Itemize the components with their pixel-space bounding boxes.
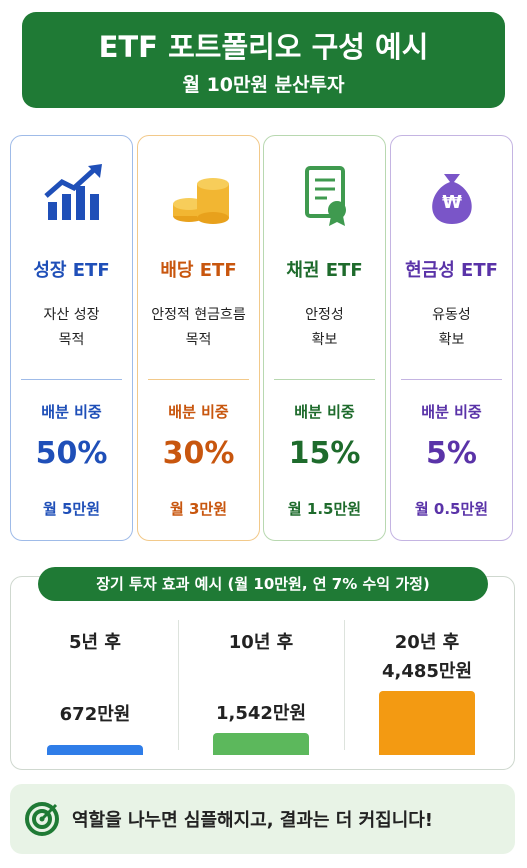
period: 5년 후: [69, 632, 121, 653]
weight-label: 배분 비중: [168, 403, 229, 421]
weight-label: 배분 비중: [421, 403, 482, 421]
etf-name: 배당 ETF: [160, 260, 237, 281]
weight: 30%: [162, 436, 235, 471]
etf-desc: 자산 성장: [43, 307, 100, 323]
period: 20년 후: [394, 632, 460, 653]
monthly: 월 5만원: [42, 500, 101, 518]
etf-name: 현금성 ETF: [405, 260, 498, 281]
monthly: 월 1.5만원: [287, 500, 362, 518]
subtitle: 월 10만원 분산투자: [182, 74, 345, 96]
etf-icon: [173, 178, 229, 224]
etf-desc: 목적: [58, 332, 85, 348]
etf-desc: 안정성: [305, 307, 344, 323]
etf-icon: [44, 164, 102, 220]
target-icon: [25, 802, 59, 836]
etf-desc: 확보: [311, 332, 338, 348]
divider: [274, 379, 375, 380]
amount: 4,485만원: [381, 661, 473, 682]
weight-label: 배분 비중: [294, 403, 355, 421]
etf-desc: 확보: [438, 332, 465, 348]
monthly: 월 3만원: [169, 500, 228, 518]
svg-text:₩: ₩: [442, 192, 462, 213]
header: ETF 포트폴리오 구성 예시 월 10만원 분산투자: [22, 12, 505, 108]
divider: [148, 379, 249, 380]
monthly: 월 0.5만원: [414, 500, 489, 518]
weight-label: 배분 비중: [41, 403, 102, 421]
bar: [213, 732, 309, 755]
etf-desc: 목적: [185, 332, 212, 348]
amount: 1,542만원: [215, 702, 307, 724]
divider: [401, 379, 502, 380]
weight: 50%: [35, 436, 108, 471]
bar: [379, 691, 475, 755]
etf-icon: [305, 166, 346, 226]
column-divider: [178, 620, 179, 750]
etf-desc: 안정적 현금흐름: [151, 307, 246, 323]
period: 10년 후: [228, 632, 294, 653]
weight: 15%: [288, 436, 361, 471]
title: ETF 포트폴리오 구성 예시: [98, 30, 429, 64]
results-title: 장기 투자 효과 예시 (월 10만원, 연 7% 수익 가정): [38, 567, 488, 601]
etf-name: 채권 ETF: [286, 260, 363, 281]
bar: [47, 745, 143, 755]
footer-text: 역할을 나누면 심플해지고, 결과는 더 커집니다!: [72, 810, 434, 831]
column-divider: [344, 620, 345, 750]
amount: 672만원: [59, 704, 131, 725]
divider: [21, 379, 122, 380]
weight: 5%: [426, 436, 477, 471]
etf-icon: ₩: [432, 174, 472, 224]
etf-name: 성장 ETF: [33, 260, 110, 281]
etf-desc: 유동성: [432, 307, 471, 323]
footer: 역할을 나누면 심플해지고, 결과는 더 커집니다!: [10, 784, 515, 854]
